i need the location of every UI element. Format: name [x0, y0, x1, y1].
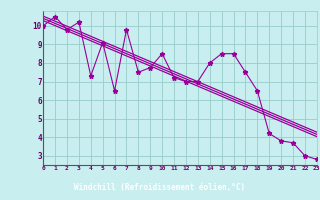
Text: Windchill (Refroidissement éolien,°C): Windchill (Refroidissement éolien,°C) [75, 183, 245, 192]
